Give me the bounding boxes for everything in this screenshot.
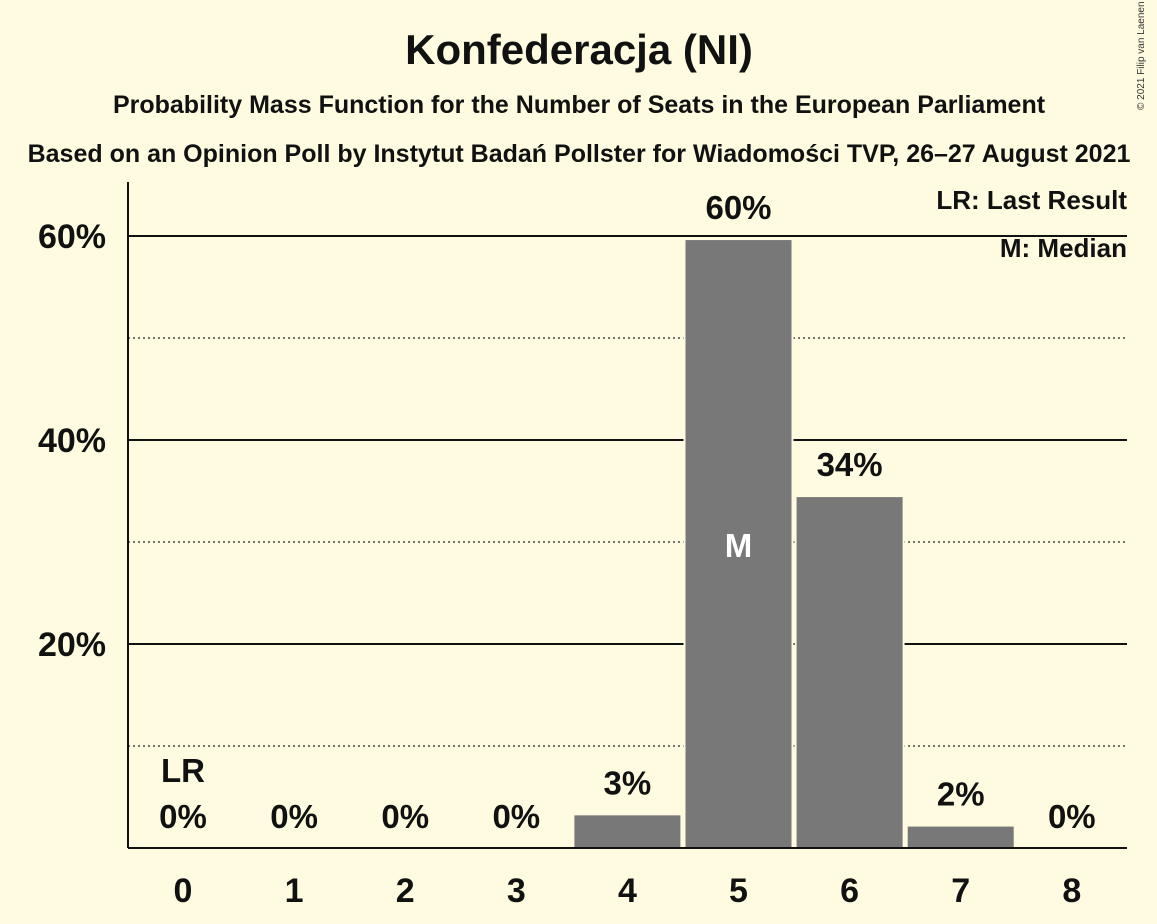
bar-4 [572, 813, 683, 850]
chart-subtitle-source: Based on an Opinion Poll by Instytut Bad… [28, 140, 1131, 168]
legend-last-result: LR: Last Result [936, 185, 1127, 215]
x-tick-label: 6 [840, 872, 859, 910]
chart-title: Konfederacja (NI) [405, 26, 753, 73]
y-axis-ticks: 20% 40% 60% [38, 218, 106, 664]
bar-value-label: 2% [937, 776, 985, 813]
x-tick-label: 1 [285, 872, 304, 910]
bar-7 [905, 824, 1016, 849]
bar-value-label: 0% [159, 798, 207, 835]
y-tick-label: 20% [38, 626, 106, 664]
chart-subtitle: Probability Mass Function for the Number… [113, 91, 1046, 119]
bar-value-label: 3% [604, 764, 652, 801]
bar-5 [683, 238, 794, 849]
x-tick-label: 3 [507, 872, 526, 910]
x-tick-label: 4 [618, 872, 637, 910]
legend-median: M: Median [1000, 233, 1127, 263]
x-tick-label: 0 [174, 872, 193, 910]
y-tick-label: 60% [38, 218, 106, 256]
x-axis-ticks: 0 1 2 3 4 5 6 7 8 [174, 872, 1082, 910]
x-tick-label: 8 [1062, 872, 1081, 910]
median-marker: M [725, 527, 753, 564]
copyright: © 2021 Filip van Laenen [1136, 1, 1147, 110]
gridlines [128, 235, 1127, 747]
bar-value-label: 0% [1048, 798, 1096, 835]
bar-value-label: 0% [492, 798, 540, 835]
bar-6 [794, 495, 905, 849]
y-tick-label: 40% [38, 422, 106, 460]
bars [572, 238, 1016, 850]
last-result-marker: LR [161, 752, 205, 789]
bar-value-label: 0% [381, 798, 429, 835]
bar-value-label: 60% [705, 189, 771, 226]
bar-labels: 0% LR 0% 0% 0% 3% 60% M 34% 2% 0% [159, 189, 1096, 835]
bar-value-label: 34% [817, 446, 883, 483]
x-tick-label: 7 [951, 872, 970, 910]
x-tick-label: 5 [729, 872, 748, 910]
x-tick-label: 2 [396, 872, 415, 910]
bar-value-label: 0% [270, 798, 318, 835]
